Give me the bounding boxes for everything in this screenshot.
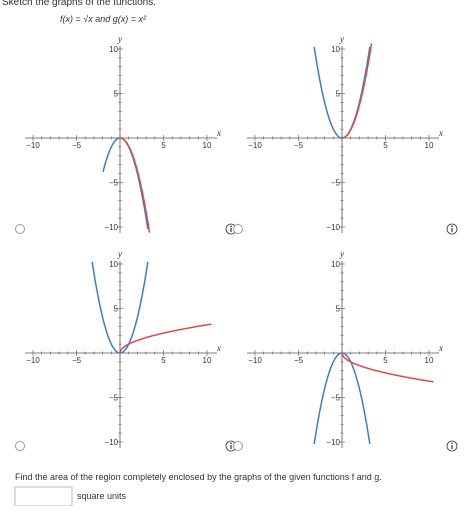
curve [341, 352, 434, 383]
x-tick-label: −5 [72, 356, 82, 365]
y-tick-label: −5 [109, 179, 119, 188]
y-tick-label: −5 [331, 179, 341, 188]
y-tick-label: 5 [114, 305, 119, 314]
x-tick-label: 10 [425, 356, 434, 365]
radio-button[interactable] [233, 224, 243, 234]
y-tick-label: −10 [326, 223, 340, 232]
x-tick-label: −10 [26, 356, 40, 365]
x-tick-label: 5 [161, 141, 166, 150]
x-tick-label: −10 [248, 141, 262, 150]
x-axis-label: x [438, 343, 443, 353]
curve [342, 43, 373, 139]
curve [119, 323, 212, 354]
y-axis-label: y [339, 249, 344, 259]
x-tick-label: −10 [248, 356, 262, 365]
x-axis-label: x [216, 343, 221, 353]
radio-button[interactable] [15, 224, 25, 234]
y-axis-label: y [117, 249, 122, 259]
y-tick-label: −10 [326, 438, 340, 447]
x-tick-label: 10 [203, 356, 212, 365]
x-tick-label: −5 [294, 141, 304, 150]
y-tick-label: −10 [104, 438, 118, 447]
functions-text: f(x) = √x and g(x) = x² [60, 14, 147, 24]
x-tick-label: 10 [203, 141, 212, 150]
y-tick-label: 10 [109, 260, 118, 269]
answer-input[interactable] [14, 486, 73, 507]
y-tick-label: 10 [331, 45, 340, 54]
x-axis-label: x [438, 128, 443, 138]
radio-button[interactable] [15, 441, 25, 451]
info-icon-dot [451, 442, 453, 445]
radio-button[interactable] [233, 441, 243, 451]
info-icon-dot [451, 225, 453, 227]
x-tick-label: 10 [425, 141, 434, 150]
y-tick-label: 10 [331, 260, 340, 269]
x-tick-label: −5 [294, 356, 304, 365]
y-tick-label: −5 [331, 394, 341, 403]
y-tick-label: −5 [109, 394, 119, 403]
y-tick-label: 10 [109, 45, 118, 54]
info-icon-dot [230, 442, 232, 445]
y-axis-label: y [117, 34, 122, 44]
area-question: Find the area of the region completely e… [15, 472, 382, 482]
x-axis-label: x [216, 128, 221, 138]
y-tick-label: 5 [114, 90, 119, 99]
x-tick-label: 5 [161, 356, 166, 365]
y-axis-label: y [339, 34, 344, 44]
y-tick-label: 5 [336, 305, 341, 314]
x-tick-label: −10 [26, 141, 40, 150]
curve [120, 137, 151, 233]
x-tick-label: −5 [72, 141, 82, 150]
x-tick-label: 5 [383, 356, 388, 365]
unit-text: square units [77, 491, 127, 501]
x-tick-label: 5 [383, 141, 388, 150]
y-tick-label: 5 [336, 90, 341, 99]
info-icon-dot [230, 225, 232, 227]
intro-text: Sketch the graphs of the functions. [2, 0, 156, 8]
y-tick-label: −10 [104, 223, 118, 232]
